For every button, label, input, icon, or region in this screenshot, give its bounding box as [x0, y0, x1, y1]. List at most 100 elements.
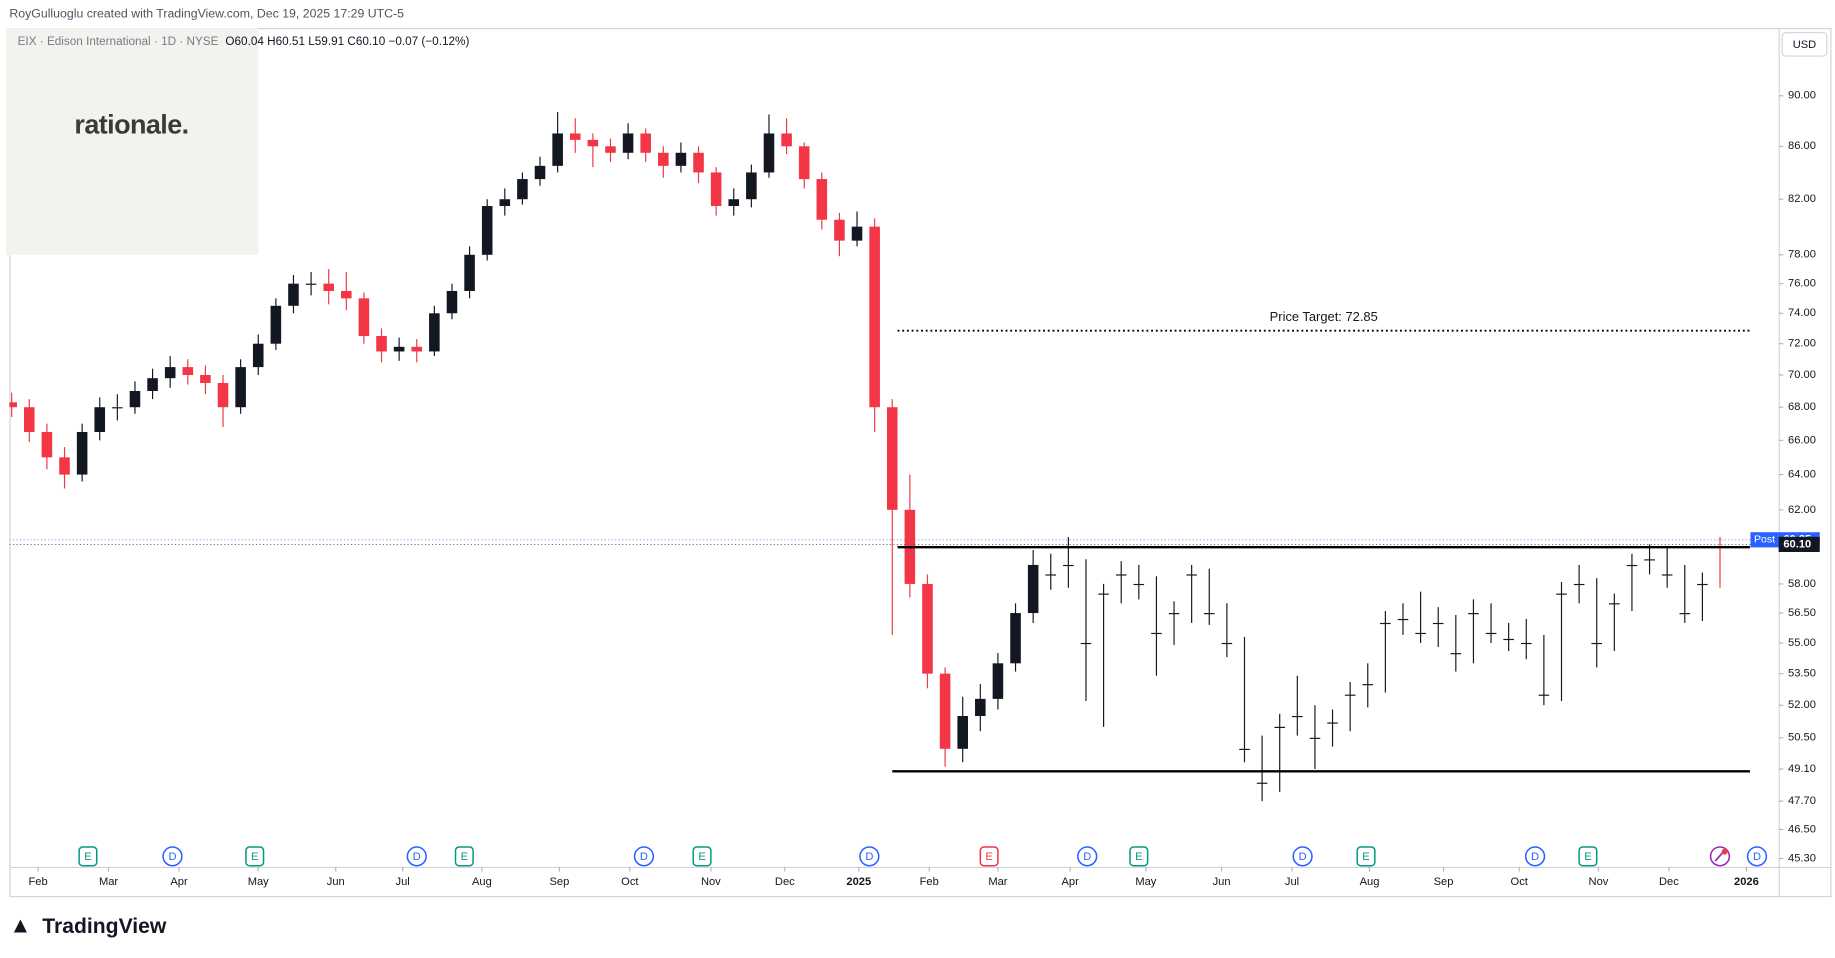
- candle-body: [164, 367, 176, 379]
- event-icon-dot: [1721, 848, 1728, 855]
- candle-body: [1661, 574, 1673, 576]
- currency[interactable]: USD: [1793, 39, 1817, 51]
- y-tick-label: 66.00: [1788, 434, 1816, 446]
- y-tick-label: 78.00: [1788, 249, 1816, 261]
- candle-body: [1133, 583, 1145, 586]
- candle-body: [675, 152, 687, 166]
- candle-body: [112, 407, 123, 409]
- x-tick-label: Apr: [170, 876, 188, 888]
- candle-body: [341, 290, 352, 299]
- candle-body: [76, 431, 88, 475]
- candle-body: [816, 179, 828, 220]
- x-tick-label: Mar: [988, 876, 1007, 888]
- candle-body: [693, 152, 704, 173]
- y-tick-label: 90.00: [1788, 90, 1816, 102]
- candle-body: [1063, 564, 1074, 567]
- candle-body: [1556, 593, 1567, 595]
- ohlc: O60.04 H60.51 L59.91 C60.10 −0.07 (−0.12…: [225, 35, 469, 48]
- candle-body: [587, 139, 599, 147]
- y-tick-label: 74.00: [1788, 307, 1816, 319]
- candle-body: [1327, 722, 1338, 724]
- candle-body: [710, 172, 722, 207]
- brand: TradingView: [42, 915, 167, 938]
- y-tick-label: 49.10: [1788, 763, 1816, 775]
- candle-body: [1344, 694, 1356, 696]
- event-marker: [1292, 846, 1313, 867]
- x-tick-label: Nov: [701, 876, 721, 888]
- y-tick-label: 70.00: [1788, 369, 1816, 381]
- currency-box[interactable]: [1781, 32, 1828, 57]
- y-tick-label: 62.00: [1788, 504, 1816, 516]
- candle-body: [94, 407, 106, 432]
- event-label: E: [698, 851, 705, 863]
- candle-body: [1221, 642, 1233, 645]
- candle-body: [1538, 694, 1550, 696]
- candle-body: [992, 663, 1004, 699]
- candle-body: [534, 165, 546, 180]
- candle-body: [517, 179, 528, 200]
- symbol: EIX · Edison International · 1D · NYSE: [18, 35, 219, 48]
- event-marker: [979, 846, 999, 867]
- price-tag-label: 60.10: [1783, 538, 1811, 550]
- event-label: E: [1584, 851, 1591, 863]
- price-tag-name: Post: [1754, 534, 1775, 546]
- candle-body: [1609, 603, 1620, 605]
- candle-body: [1168, 613, 1180, 615]
- candle-body: [1626, 564, 1638, 567]
- event-label: D: [1083, 851, 1091, 863]
- candle-body: [781, 133, 792, 147]
- candle-body: [658, 152, 669, 166]
- y-tick-label: 47.70: [1788, 795, 1816, 807]
- candle-body: [1186, 574, 1197, 576]
- candle-body: [411, 346, 423, 352]
- x-tick-label: Mar: [99, 876, 118, 888]
- candle-body: [1045, 574, 1057, 576]
- x-tick-label: Feb: [28, 876, 47, 888]
- candle-body: [252, 343, 264, 368]
- event-label: D: [640, 851, 648, 863]
- price-tag-name-box: [1750, 532, 1779, 548]
- event-label: D: [1753, 851, 1761, 863]
- event-label: E: [84, 851, 91, 863]
- candle-body: [235, 367, 246, 408]
- candle-body: [1450, 653, 1462, 655]
- candle-body: [323, 283, 334, 291]
- x-tick-label: May: [248, 876, 269, 888]
- event-label: D: [1531, 851, 1539, 863]
- candle-body: [393, 346, 405, 352]
- candle-body: [288, 283, 299, 306]
- candle-body: [975, 698, 986, 716]
- x-tick-label: Aug: [1360, 876, 1380, 888]
- candle-body: [1274, 726, 1285, 728]
- candle-body: [939, 673, 951, 749]
- event-marker: [692, 846, 712, 867]
- candle-body: [217, 382, 229, 408]
- event-marker: [406, 846, 427, 867]
- candle-body: [1415, 632, 1426, 635]
- target-label: Price Target: 72.85: [1270, 309, 1378, 324]
- event-marker: [1129, 846, 1149, 867]
- y-tick-label: 64.00: [1788, 469, 1816, 481]
- candle-body: [358, 298, 370, 337]
- candle-body: [376, 336, 387, 352]
- x-tick-label: May: [1135, 876, 1156, 888]
- candle-body: [798, 146, 810, 180]
- x-tick-label: Oct: [621, 876, 638, 888]
- x-tick-label: Jun: [1213, 876, 1231, 888]
- y-tick-label: 53.50: [1788, 668, 1816, 680]
- candle-body: [605, 146, 616, 153]
- candle-body: [1397, 618, 1409, 621]
- candle-body: [9, 402, 17, 408]
- candle-body: [1520, 642, 1532, 645]
- event-label: E: [461, 851, 468, 863]
- candle-body: [1362, 684, 1374, 686]
- x-tick-label: Jun: [327, 876, 345, 888]
- candle-body: [746, 172, 757, 200]
- candle-body: [270, 305, 282, 344]
- x-tick-label: Sep: [1434, 876, 1454, 888]
- candle-body: [182, 367, 194, 376]
- candle-body: [1380, 622, 1391, 625]
- event-marker: [1578, 846, 1598, 867]
- candle-body: [1098, 593, 1109, 595]
- event-label: E: [985, 851, 992, 863]
